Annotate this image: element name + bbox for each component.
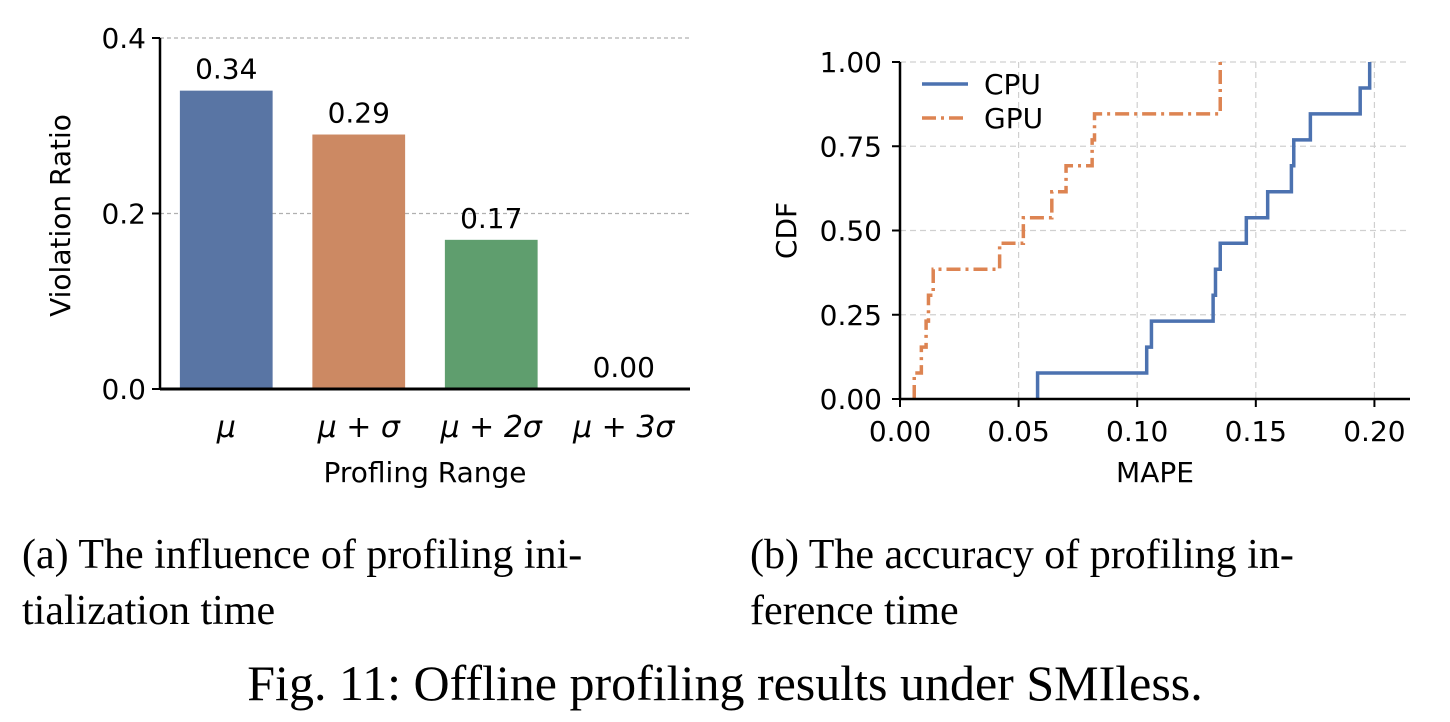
y-tick-label: 0.00 <box>820 383 882 416</box>
legend-label-cpu: CPU <box>984 68 1041 101</box>
y-tick-label: 0.2 <box>101 198 146 231</box>
x-axis-label: Profling Range <box>324 456 527 489</box>
x-tick-label: 0.15 <box>1225 415 1287 448</box>
caption-a-line2: tialization time <box>22 588 275 634</box>
y-tick-label: 0.25 <box>820 299 882 332</box>
series-line-cpu <box>1035 62 1372 399</box>
x-tick-label: 0.10 <box>1106 415 1168 448</box>
legend-label-gpu: GPU <box>984 102 1043 135</box>
bar-value-label: 0.34 <box>195 53 257 86</box>
x-axis-label: MAPE <box>1116 456 1194 489</box>
bar <box>179 90 273 390</box>
bar-chart-violation-ratio: 0.34 μ 0.29 μ + σ 0.17 μ + 2σ 0.00 μ + 3σ 0.0 0.2… <box>44 22 690 489</box>
bar-value-label: 0.29 <box>328 97 390 130</box>
series-line-gpu <box>912 62 1222 399</box>
x-tick-label: μ + 2σ <box>440 410 543 445</box>
y-axis-label: Violation Ratio <box>44 114 77 317</box>
y-tick-label: 0.0 <box>101 373 146 406</box>
y-tick-label: 0.75 <box>820 130 882 163</box>
caption-b-line1: (b) The accuracy of profiling in- <box>750 532 1294 578</box>
figure-caption: Fig. 11: Offline profiling results under… <box>247 655 1203 711</box>
bar <box>444 239 538 389</box>
cdf-chart-mape: 0.00 0.05 0.10 0.15 0.20 0.00 0.25 0.50 0.75 1.00… <box>770 46 1410 489</box>
bar-value-label: 0.00 <box>593 351 655 384</box>
x-tick-label: 0.20 <box>1343 415 1405 448</box>
y-tick-label: 0.4 <box>101 22 146 55</box>
y-tick-label: 0.50 <box>820 215 882 248</box>
x-tick-label: 0.05 <box>987 415 1049 448</box>
y-axis-label: CDF <box>770 202 803 259</box>
y-tick-label: 1.00 <box>820 46 882 79</box>
caption-b-line2: ference time <box>750 588 959 634</box>
x-tick-label: μ + σ <box>317 410 401 445</box>
bar-value-label: 0.17 <box>460 202 522 235</box>
x-tick-label: 0.00 <box>869 415 931 448</box>
x-tick-label: μ + 3σ <box>572 410 675 445</box>
x-tick-label: μ <box>216 410 236 445</box>
caption-a-line1: (a) The influence of profiling ini- <box>22 532 582 578</box>
bar <box>312 134 406 389</box>
